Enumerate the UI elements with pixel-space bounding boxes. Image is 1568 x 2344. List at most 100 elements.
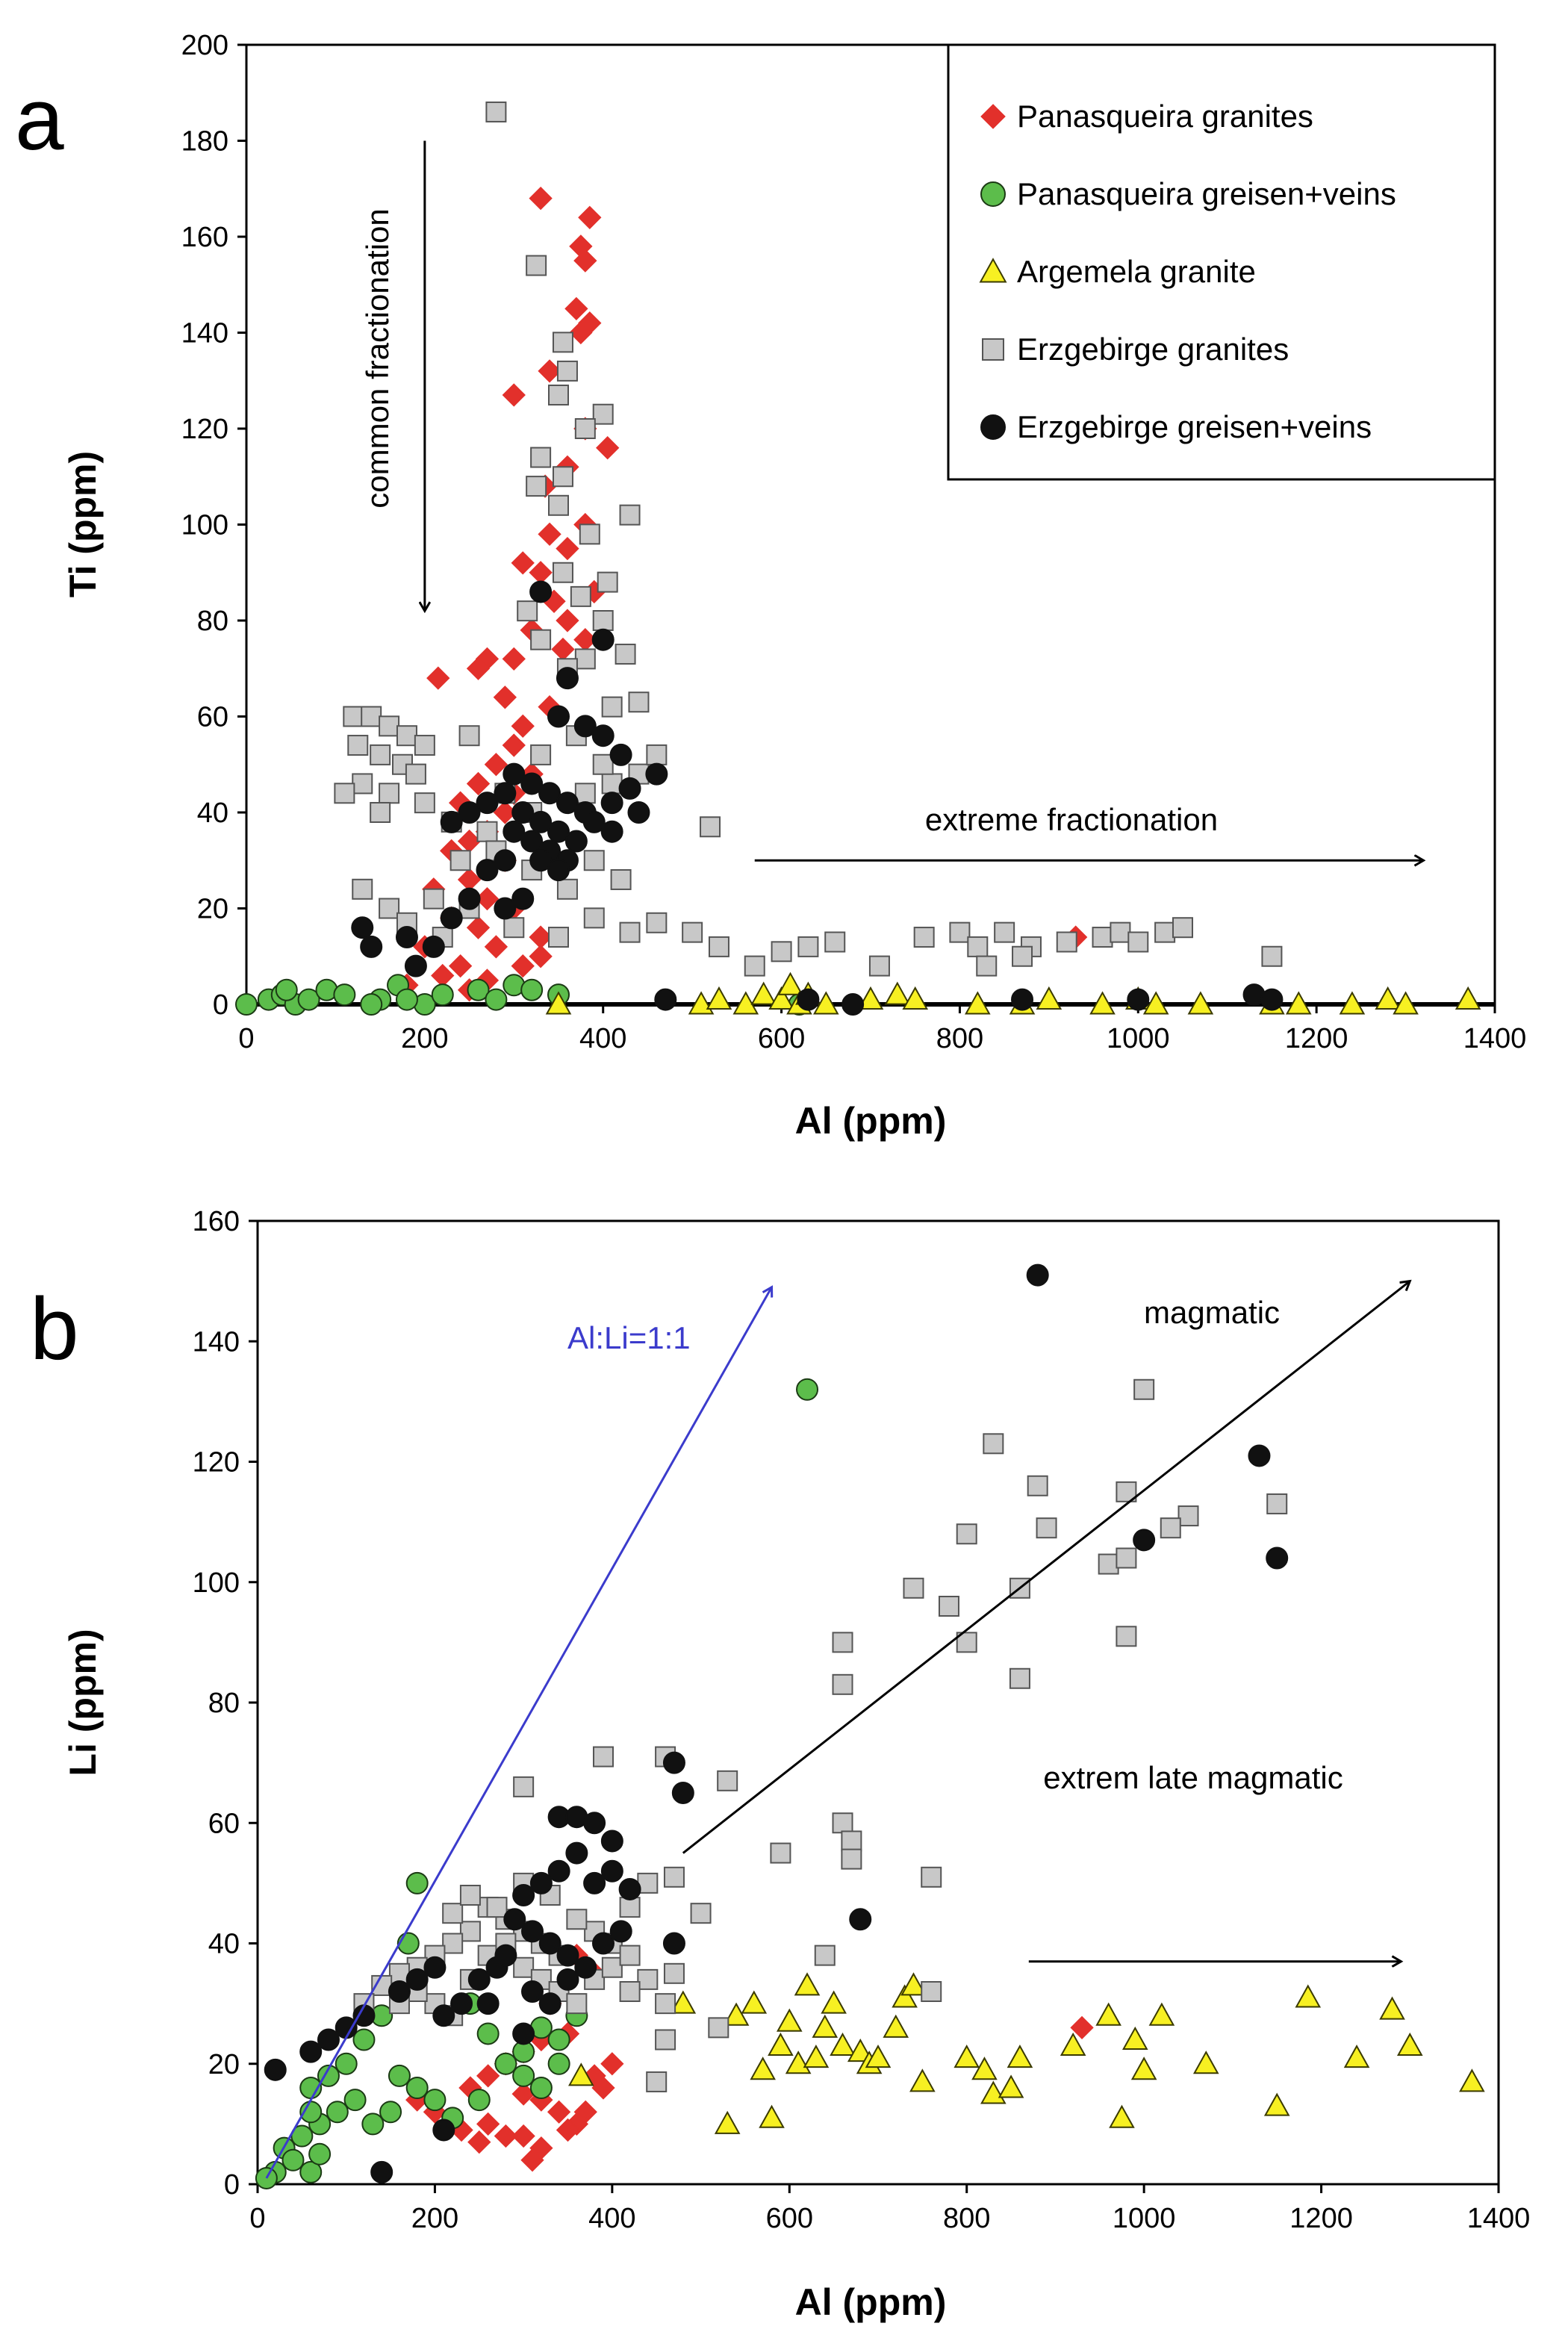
y-tick-label: 120	[193, 1447, 240, 1479]
point-argemela-granite	[1142, 991, 1169, 1015]
legend-label-erzgebirge-greisen-veins: Erzgebirge greisen+veins	[1017, 409, 1372, 444]
point-panasqueira-greisen-veins	[235, 993, 258, 1016]
y-tick-label: 80	[208, 1688, 240, 1719]
point-panasqueira-greisen-veins	[360, 993, 383, 1016]
common-fractionation-label: common fractionation	[360, 208, 395, 509]
point-argemela-granite	[723, 2002, 750, 2026]
point-erzgebirge-greisen-veins	[511, 887, 535, 910]
point-argemela-granite	[768, 986, 794, 1010]
point-panasqueira-greisen-veins	[352, 2028, 376, 2051]
point-argemela-granite	[768, 2032, 794, 2057]
point-erzgebirge-granites	[619, 1897, 641, 1918]
legend-label-panasqueira-granites: Panasqueira granites	[1017, 99, 1313, 134]
point-erzgebirge-granites	[1160, 1517, 1181, 1539]
point-erzgebirge-granites	[405, 763, 426, 785]
point-panasqueira-granites	[1070, 2015, 1094, 2040]
point-erzgebirge-granites	[361, 706, 382, 727]
point-erzgebirge-greisen-veins	[564, 830, 588, 853]
point-erzgebirge-granites	[1133, 1378, 1155, 1400]
point-argemela-granite	[884, 981, 911, 1005]
x-tick-label: 800	[943, 2203, 990, 2234]
panel-a: a 0 200 400 600 800 1000 1200 1400 0 20 40 60 80 100 1…	[15, 30, 1526, 1142]
point-erzgebirge-greisen-veins	[538, 1932, 561, 1955]
point-argemela-granite	[803, 2045, 830, 2068]
point-panasqueira-greisen-veins	[388, 2064, 411, 2087]
point-erzgebirge-granites	[655, 2029, 676, 2051]
point-argemela-granite	[750, 2057, 776, 2080]
point-argemela-granite	[883, 2014, 909, 2038]
point-argemela-granite	[1396, 2032, 1423, 2057]
point-erzgebirge-granites	[663, 1866, 685, 1888]
point-erzgebirge-granites	[1110, 921, 1131, 943]
point-erzgebirge-granites	[592, 403, 614, 425]
point-erzgebirge-greisen-veins	[520, 772, 544, 795]
point-erzgebirge-greisen-veins	[556, 667, 579, 690]
point-erzgebirge-greisen-veins	[662, 1932, 685, 1955]
point-erzgebirge-granites	[832, 1632, 853, 1653]
point-erzgebirge-greisen-veins	[565, 1841, 588, 1865]
point-erzgebirge-granites	[1261, 945, 1283, 967]
point-erzgebirge-greisen-veins	[423, 1956, 447, 1979]
point-erzgebirge-granites	[814, 1944, 836, 1966]
point-erzgebirge-granites	[646, 744, 668, 765]
point-argemela-granite	[670, 1990, 697, 2014]
point-erzgebirge-greisen-veins	[476, 792, 499, 815]
x-tick-label: 200	[411, 2203, 458, 2234]
point-argemela-granite	[750, 981, 777, 1005]
point-erzgebirge-greisen-veins	[351, 916, 374, 939]
point-erzgebirge-greisen-veins	[556, 1944, 579, 1967]
point-erzgebirge-granites	[583, 907, 605, 929]
point-erzgebirge-greisen-veins	[432, 2004, 455, 2027]
point-erzgebirge-granites	[530, 629, 552, 650]
point-erzgebirge-greisen-veins	[388, 1980, 411, 2003]
point-erzgebirge-greisen-veins	[538, 782, 561, 805]
point-panasqueira-granites	[448, 954, 473, 978]
point-panasqueira-greisen-veins	[431, 983, 454, 1007]
point-erzgebirge-granites	[526, 255, 547, 276]
point-erzgebirge-granites	[868, 955, 890, 977]
point-argemela-granite	[1285, 991, 1312, 1015]
al-li-1-1-arrow	[265, 1287, 772, 2179]
point-argemela-granite	[980, 2080, 1007, 2104]
point-erzgebirge-greisen-veins	[512, 2022, 535, 2045]
x-tick-label: 1000	[1107, 1023, 1170, 1054]
point-erzgebirge-granites	[967, 936, 989, 957]
point-erzgebirge-greisen-veins	[440, 810, 463, 833]
point-erzgebirge-granites	[526, 476, 547, 497]
point-erzgebirge-granites	[552, 562, 573, 583]
point-panasqueira-greisen-veins	[512, 2064, 535, 2087]
y-axis-label-a: Ti (ppm)	[62, 451, 104, 597]
point-erzgebirge-granites	[556, 360, 578, 382]
point-panasqueira-granites	[547, 2100, 571, 2124]
point-panasqueira-granites	[511, 954, 535, 978]
point-argemela-granite	[759, 2104, 785, 2128]
point-erzgebirge-greisen-veins	[654, 988, 677, 1011]
point-erzgebirge-granites	[486, 1897, 508, 1918]
point-erzgebirge-granites	[574, 418, 596, 439]
point-erzgebirge-greisen-veins	[458, 801, 481, 824]
point-erzgebirge-granites	[646, 2071, 668, 2092]
x-tick-label: 800	[936, 1023, 983, 1054]
point-erzgebirge-granites	[619, 504, 641, 526]
point-erzgebirge-granites	[442, 1903, 464, 1924]
point-argemela-granite	[1121, 2026, 1148, 2050]
point-erzgebirge-greisen-veins	[529, 849, 553, 872]
point-panasqueira-greisen-veins	[547, 2052, 570, 2075]
point-erzgebirge-granites	[824, 931, 846, 953]
point-panasqueira-greisen-veins	[405, 1871, 429, 1894]
point-erzgebirge-granites	[552, 332, 573, 353]
point-erzgebirge-granites	[379, 898, 400, 919]
point-argemela-granite	[1459, 2068, 1485, 2092]
x-tick-label: 1400	[1463, 1023, 1527, 1054]
point-argemela-granite	[971, 2057, 998, 2080]
points-b	[255, 1263, 1485, 2189]
point-panasqueira-granites	[529, 945, 553, 969]
point-erzgebirge-greisen-veins	[503, 1908, 526, 1931]
point-erzgebirge-granites	[343, 706, 364, 727]
point-erzgebirge-greisen-veins	[547, 1859, 570, 1883]
point-erzgebirge-granites	[566, 1909, 588, 1930]
point-erzgebirge-greisen-veins	[547, 820, 570, 843]
point-erzgebirge-granites	[841, 1848, 862, 1870]
legend-markers	[979, 104, 1007, 440]
point-erzgebirge-greisen-veins	[450, 1992, 473, 2015]
